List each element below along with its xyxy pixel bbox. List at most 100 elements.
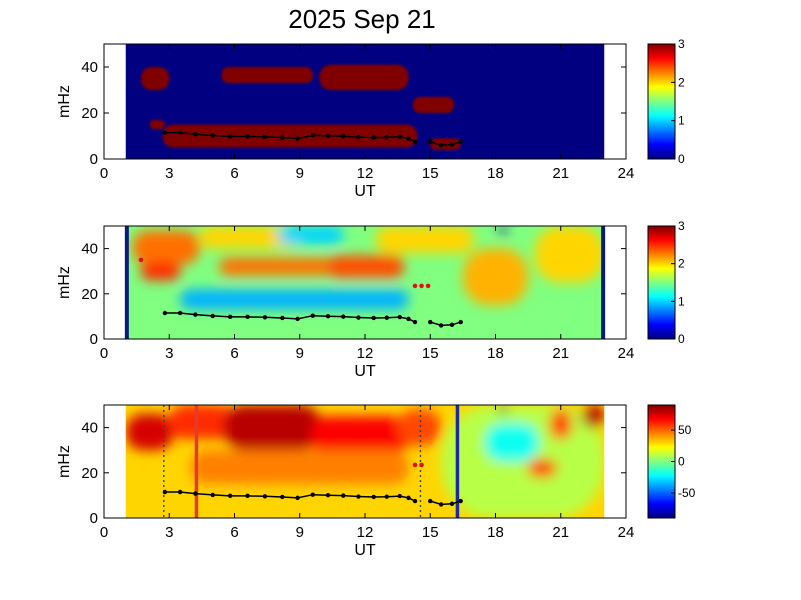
y-axis-label: mHz: [56, 445, 73, 478]
colorbar-scale: [647, 404, 676, 519]
track-point: [177, 130, 183, 135]
heatmap-region: [528, 459, 557, 478]
x-tick-label: 3: [165, 345, 173, 362]
track-point: [341, 314, 346, 319]
x-axis-label: UT: [354, 183, 376, 200]
x-tick-label: 3: [165, 524, 173, 541]
track-point: [210, 492, 215, 498]
track-point: [210, 133, 215, 138]
track-point: [295, 316, 300, 322]
x-axis-label: UT: [354, 363, 376, 380]
colorbar-tick-label: 2: [678, 257, 685, 271]
track-point: [449, 501, 455, 506]
heatmap-region: [328, 255, 405, 278]
colorbar: 50 0 -50: [647, 404, 696, 519]
x-tick-label: 21: [552, 165, 569, 182]
y-axis-label: mHz: [56, 266, 73, 299]
colorbar-scale: [647, 225, 676, 340]
track-point: [458, 498, 463, 504]
x-tick-label: 6: [230, 345, 238, 362]
red-mark: [425, 283, 431, 289]
red-mark: [412, 462, 418, 468]
colorbar-tick-label: -50: [678, 486, 696, 500]
track-point: [162, 310, 168, 316]
plot-area: [125, 405, 605, 518]
heatmap-regions: [140, 64, 461, 150]
heatmap-region: [132, 230, 200, 265]
heatmap-region: [310, 416, 409, 455]
x-tick-label: 12: [357, 165, 374, 182]
y-tick-label: 40: [81, 420, 98, 437]
heatmap-region: [430, 138, 461, 150]
track-point: [227, 134, 233, 139]
y-tick-label: 20: [81, 286, 98, 303]
track-point: [356, 494, 361, 499]
red-mark: [419, 462, 424, 468]
x-tick-label: 15: [422, 345, 439, 362]
y-tick-label: 20: [81, 465, 98, 482]
track-point: [280, 135, 285, 140]
track-point: [262, 315, 268, 320]
heatmap-region: [375, 226, 474, 254]
track-point: [245, 493, 250, 499]
y-tick-label: 0: [90, 331, 98, 348]
track-point: [310, 133, 315, 138]
track-point: [341, 134, 346, 139]
track-point: [438, 502, 444, 507]
track-point: [162, 489, 168, 495]
heatmap-region: [180, 289, 409, 310]
x-tick-label: 18: [487, 345, 504, 362]
heatmap-region: [199, 226, 300, 249]
colorbar-tick-label: 3: [678, 219, 685, 233]
plot-area: [124, 226, 606, 339]
track-point: [177, 310, 183, 316]
track-point: [227, 314, 233, 320]
track-point: [295, 136, 300, 141]
track-point: [428, 498, 433, 504]
track-point: [295, 495, 300, 501]
track-point: [177, 489, 183, 495]
heatmap-region: [191, 450, 409, 485]
edge-line: [124, 226, 129, 339]
track-point: [412, 139, 418, 144]
track-point: [397, 134, 402, 139]
colorbar-scale: [647, 43, 676, 160]
track-point: [325, 133, 331, 138]
track-point: [356, 315, 361, 320]
heatmap-region: [221, 67, 313, 84]
heatmap-region: [219, 257, 333, 276]
colorbar: 0 1 2 3: [647, 37, 685, 166]
x-tick-label: 18: [487, 524, 504, 541]
track-line: [430, 321, 461, 327]
colorbar-tick-label: 0: [678, 455, 685, 469]
x-axis-label: UT: [354, 542, 376, 559]
y-tick-label: 0: [90, 510, 98, 527]
track-point: [397, 314, 402, 320]
track-point: [384, 135, 389, 140]
track-point: [384, 494, 389, 499]
track-point: [245, 134, 250, 139]
track-point: [428, 139, 433, 144]
x-tick-label: 24: [618, 524, 635, 541]
track-point: [227, 493, 233, 499]
x-tick-label: 12: [357, 345, 374, 362]
track-point: [397, 493, 402, 499]
heatmap-region: [462, 248, 529, 306]
heatmap-region: [125, 414, 174, 451]
x-tick-label: 15: [422, 165, 439, 182]
red-mark: [419, 283, 424, 289]
track-point: [280, 494, 285, 500]
heatmap-region: [169, 405, 235, 439]
x-tick-label: 6: [230, 524, 238, 541]
heatmap-region: [140, 262, 181, 281]
x-tick-label: 15: [422, 524, 439, 541]
x-tick-label: 18: [487, 165, 504, 182]
track-point: [449, 142, 455, 147]
heatmap-region: [278, 226, 344, 245]
track-point: [193, 312, 198, 317]
heatmap-region: [397, 409, 442, 446]
track-point: [438, 323, 444, 328]
track-point: [162, 130, 168, 135]
track-point: [458, 139, 463, 144]
